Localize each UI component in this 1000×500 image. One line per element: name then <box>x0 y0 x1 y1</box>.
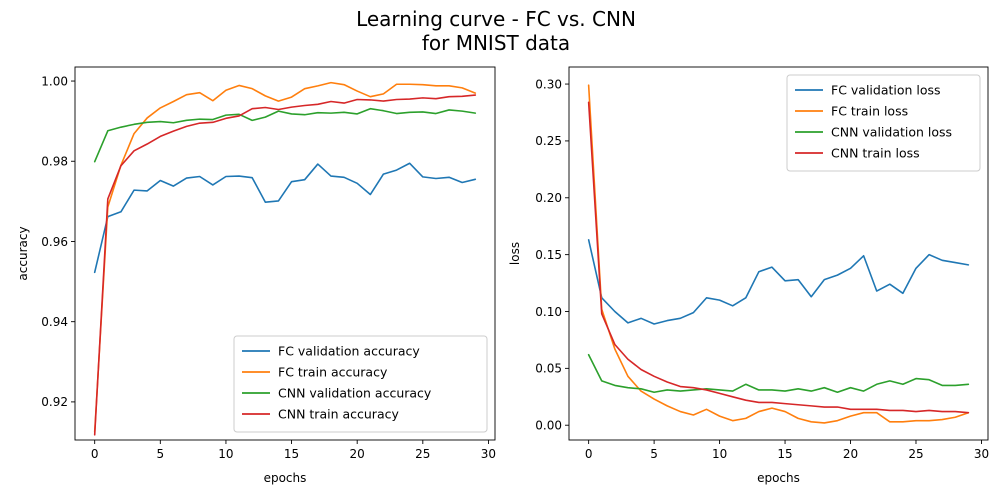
loss-xtick-label: 5 <box>650 447 658 461</box>
loss-ytick-label: 0.25 <box>535 134 562 148</box>
accuracy-legend-label-0: FC validation accuracy <box>278 344 420 359</box>
loss-ytick-label: 0.00 <box>535 419 562 433</box>
accuracy-xtick-label: 20 <box>350 447 365 461</box>
accuracy-series-line-3 <box>93 94 477 436</box>
accuracy-chart: 0 5 10 15 20 25 30 0.92 0.94 0.96 0.98 1.00 epochs ac… <box>16 66 496 485</box>
accuracy-series-line-2 <box>93 107 477 163</box>
loss-xtick-label: 30 <box>974 447 989 461</box>
loss-legend-label-1: FC train loss <box>831 104 908 119</box>
accuracy-ytick-label: 0.92 <box>41 395 68 409</box>
accuracy-ytick-label: 0.96 <box>41 235 68 249</box>
accuracy-legend: FC validation accuracy FC train accuracy C… <box>233 335 488 433</box>
loss-ytick-label: 0.10 <box>535 305 562 319</box>
accuracy-legend-label-1: FC train accuracy <box>278 365 388 380</box>
accuracy-xtick-label: 25 <box>415 447 430 461</box>
loss-legend: FC validation loss FC train loss CNN valid… <box>786 74 981 172</box>
loss-ytick-label: 0.20 <box>535 191 562 205</box>
accuracy-legend-label-2: CNN validation accuracy <box>278 386 432 401</box>
loss-xtick-label: 15 <box>777 447 792 461</box>
accuracy-yaxis-label: accuracy <box>16 226 30 280</box>
loss-legend-label-3: CNN train loss <box>831 146 920 161</box>
loss-ytick-label: 0.30 <box>535 77 562 91</box>
loss-series-line-0 <box>587 239 970 325</box>
accuracy-ytick-label: 1.00 <box>41 74 68 88</box>
loss-xtick-label: 0 <box>585 447 593 461</box>
loss-xaxis-label: epochs <box>757 471 800 485</box>
loss-axes-frame <box>568 66 989 441</box>
figure-title-line2: for MNIST data <box>422 31 570 55</box>
accuracy-ytick-label: 0.98 <box>41 155 68 169</box>
loss-series-line-1 <box>587 84 970 424</box>
loss-legend-box <box>786 74 981 172</box>
loss-xtick-label: 25 <box>908 447 923 461</box>
accuracy-axes-frame <box>74 66 496 441</box>
loss-xtick-label: 20 <box>843 447 858 461</box>
loss-series-line-2 <box>587 353 970 394</box>
accuracy-xtick-label: 0 <box>91 447 99 461</box>
accuracy-legend-label-3: CNN train accuracy <box>278 407 399 422</box>
loss-yaxis-label: loss <box>508 242 522 265</box>
accuracy-legend-box <box>233 335 488 433</box>
loss-legend-label-2: CNN validation loss <box>831 125 952 140</box>
accuracy-ytick-label: 0.94 <box>41 315 68 329</box>
loss-ytick-label: 0.15 <box>535 248 562 262</box>
loss-legend-label-0: FC validation loss <box>831 83 941 98</box>
accuracy-series-line-1 <box>93 81 477 433</box>
loss-ytick-label: 0.05 <box>535 362 562 376</box>
accuracy-xtick-label: 15 <box>284 447 299 461</box>
accuracy-series-line-0 <box>93 162 477 274</box>
accuracy-xtick-label: 30 <box>481 447 496 461</box>
loss-xtick-label: 10 <box>712 447 727 461</box>
accuracy-xtick-label: 5 <box>156 447 164 461</box>
loss-chart: 0 5 10 15 20 25 30 0.00 0.05 0.10 0.15 0.20 0.25 0.30… <box>508 66 989 485</box>
loss-series-line-3 <box>587 101 970 414</box>
accuracy-xaxis-label: epochs <box>264 471 307 485</box>
accuracy-xtick-label: 10 <box>218 447 233 461</box>
figure-title-line1: Learning curve - FC vs. CNN <box>356 7 636 31</box>
